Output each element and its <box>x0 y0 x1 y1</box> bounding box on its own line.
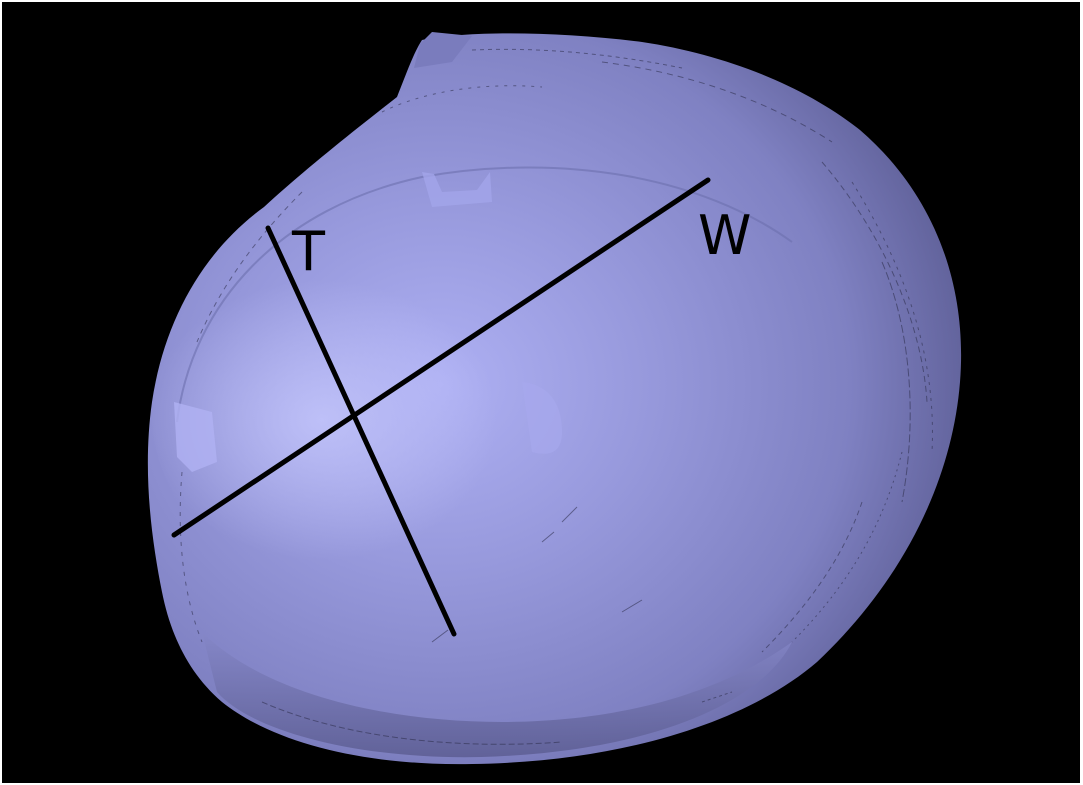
label-w: W <box>698 204 751 267</box>
measurement-line-t <box>265 225 457 637</box>
label-t: T <box>291 220 326 283</box>
mesh-seams <box>179 48 933 745</box>
surface-highlight <box>152 212 652 612</box>
measurement-line-w <box>171 177 711 538</box>
bump-center <box>522 382 562 454</box>
bump-left <box>174 402 217 472</box>
bump-top <box>422 172 492 207</box>
top-notch <box>414 32 472 68</box>
lower-lip <box>202 632 792 758</box>
